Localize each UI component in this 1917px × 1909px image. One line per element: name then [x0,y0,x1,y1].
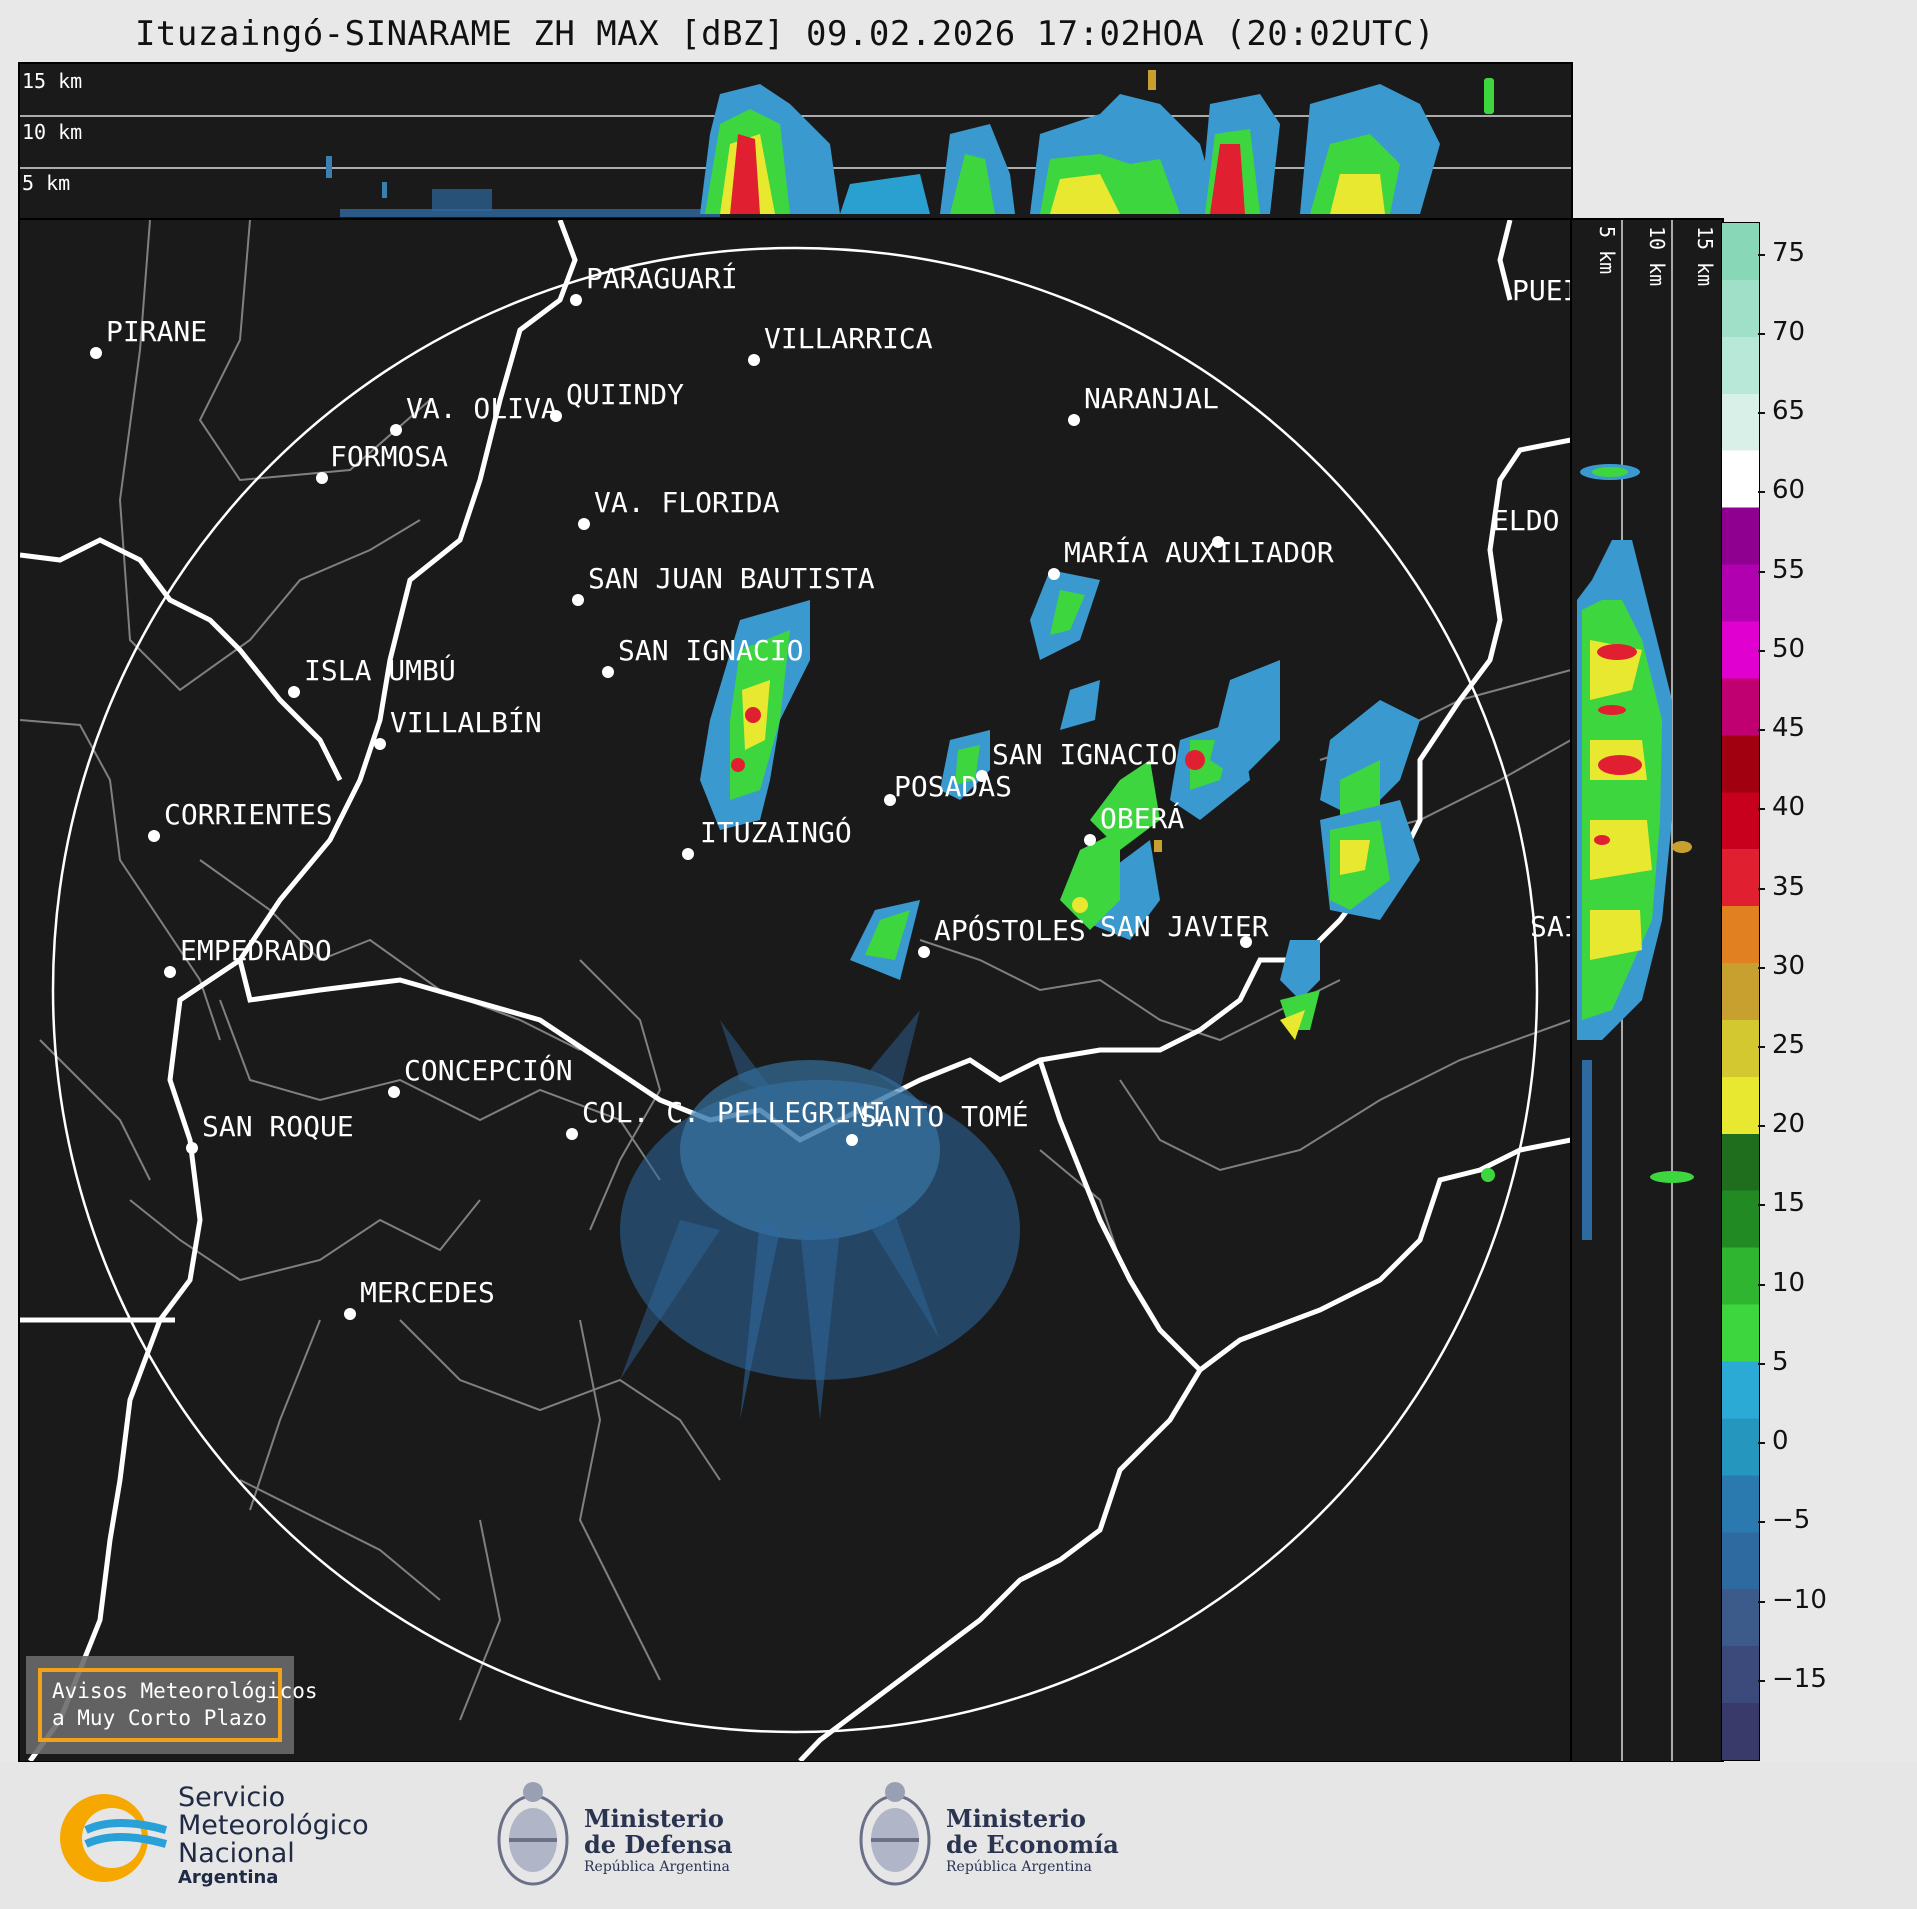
place-label: SAN IGNACIO [992,738,1177,771]
colorbar-tick-label: 55 [1772,554,1806,585]
warning-box: Avisos Meteorológicos a Muy Corto Plazo [26,1656,318,1754]
place-label: VA. FLORIDA [594,486,780,519]
footer: Servicio Meteorológico Nacional Argentin… [0,1762,1917,1909]
place-label: SAI [1530,910,1571,943]
colorbar-tick-label: −5 [1772,1505,1811,1536]
place-label: SAN IGNACIO [618,634,803,667]
province-boundaries [20,220,1571,1721]
river-borders [20,220,1571,1761]
colorbar-tick-label: 25 [1772,1029,1806,1060]
coat-of-arms-icon [497,1782,569,1886]
smn-line: Meteorológico [178,1810,369,1841]
side-profile-svg: 5 km 10 km 15 km [1577,220,1717,1761]
defensa-line: República Argentina [584,1859,730,1875]
place-label: SANTO TOMÉ [860,1099,1029,1133]
place-label: VILLARRICA [764,322,933,355]
place-label: PIRANE [106,315,207,348]
defensa-line: Ministerio [584,1804,724,1833]
defensa-line: de Defensa [584,1830,733,1859]
side-height-profile: 5 km 10 km 15 km [1570,218,1724,1763]
place-label: PARAGUARÍ [586,261,738,295]
side-height-label: 10 km [1645,226,1669,286]
side-height-label: 15 km [1693,226,1717,286]
smn-logo-icon [60,1794,168,1882]
dbz-colorbar [1721,222,1760,1761]
place-label: FORMOSA [330,440,448,473]
colorbar-tick-label: 15 [1772,1188,1806,1219]
warning-line2: a Muy Corto Plazo [52,1706,267,1730]
colorbar-tick-label: 20 [1772,1109,1806,1140]
place-markers [90,294,1252,1320]
place-label: POSADAS [894,770,1012,803]
place-label: ISLA UMBÚ [304,653,456,687]
place-label: CONCEPCIÓN [404,1053,573,1087]
place-label: QUIINDY [566,378,684,411]
place-labels: PIRANE PARAGUARÍ VILLARRICA PUEI QUIINDY… [106,261,1571,1309]
top-profile-svg: 15 km 10 km 5 km [20,69,1571,217]
colorbar-tick-label: 65 [1772,396,1806,427]
place-label: SAN ROQUE [202,1110,354,1143]
warning-line1: Avisos Meteorológicos [52,1679,318,1703]
place-label: OBERÁ [1100,801,1184,835]
colorbar-tick-label: 60 [1772,475,1806,506]
top-height-label: 10 km [22,120,82,144]
economia-line: República Argentina [946,1859,1092,1875]
place-label: ELDO [1492,504,1559,537]
place-label: EMPEDRADO [180,934,332,967]
economia-line: de Economía [946,1830,1119,1859]
top-echo-profile [326,70,1494,217]
smn-line: Argentina [178,1867,279,1888]
radar-map[interactable]: PIRANE PARAGUARÍ VILLARRICA PUEI QUIINDY… [18,218,1573,1763]
top-height-label: 5 km [22,171,70,195]
place-label: MERCEDES [360,1276,495,1309]
smn-name: Servicio Meteorológico Nacional Argentin… [178,1784,369,1888]
defensa-name: Ministerio de Defensa República Argentin… [584,1806,733,1876]
smn-line: Servicio [178,1782,286,1813]
top-height-label: 15 km [22,69,82,93]
place-label: NARANJAL [1084,382,1219,415]
colorbar-tick-label: 0 [1772,1426,1789,1457]
colorbar-tick-label: 40 [1772,792,1806,823]
place-label: APÓSTOLES [934,913,1086,947]
place-label: PUEI [1512,274,1571,307]
economia-name: Ministerio de Economía República Argenti… [946,1806,1119,1876]
range-ring [51,246,1539,1734]
smn-line: Nacional [178,1838,295,1869]
colorbar-tick-label: 5 [1772,1346,1789,1377]
coat-of-arms-icon [859,1782,931,1886]
place-label: CORRIENTES [164,798,333,831]
top-height-profile: 15 km 10 km 5 km [18,62,1573,221]
colorbar-tick-label: 75 [1772,237,1806,268]
colorbar-tick-label: 10 [1772,1267,1806,1298]
place-label: COL. C. PELLEGRINI [582,1096,885,1129]
place-label: SAN JAVIER [1100,910,1269,943]
radar-map-svg: PIRANE PARAGUARÍ VILLARRICA PUEI QUIINDY… [20,220,1571,1761]
place-label: SAN JUAN BAUTISTA [588,562,875,595]
colorbar-tick-label: 50 [1772,633,1806,664]
place-label: MARÍA AUXILIADOR [1064,535,1334,569]
colorbar-tick-label: −10 [1772,1584,1827,1615]
place-label: ITUZAINGÓ [700,815,852,849]
colorbar-tick-label: 30 [1772,950,1806,981]
place-label: VILLALBÍN [390,705,542,739]
side-echo-profile [1577,464,1694,1240]
colorbar-tick-label: 35 [1772,871,1806,902]
colorbar-tick-label: 70 [1772,316,1806,347]
side-height-label: 5 km [1595,226,1619,274]
map-title: Ituzaingó-SINARAME ZH MAX [dBZ] 09.02.20… [134,14,1436,54]
colorbar-tick-label: −15 [1772,1663,1827,1694]
place-label: VA. OLIVA [406,392,558,425]
colorbar-tick-label: 45 [1772,713,1806,744]
economia-line: Ministerio [946,1804,1086,1833]
radar-echoes [620,570,1495,1420]
